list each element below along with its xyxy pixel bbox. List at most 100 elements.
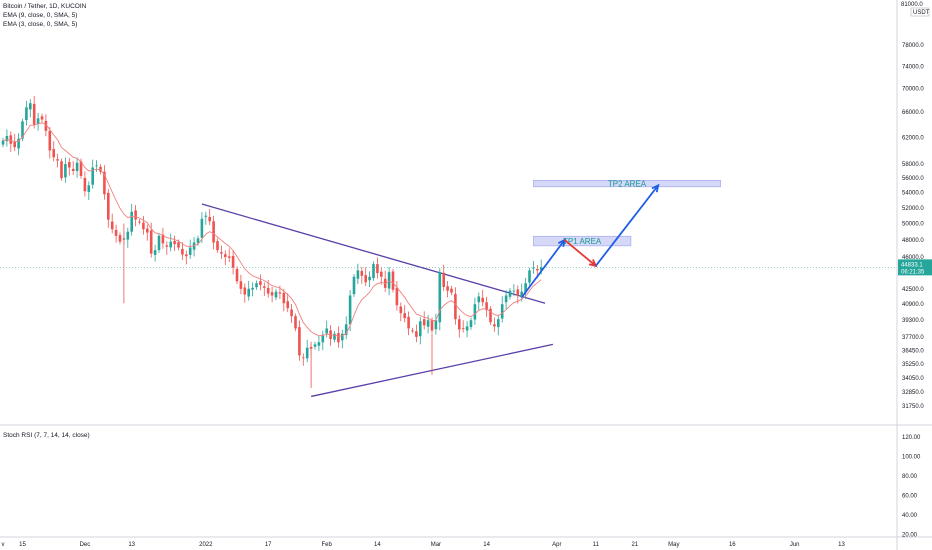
- ema-path: [2, 122, 542, 337]
- candle-body: [419, 321, 422, 337]
- price-tick-label: 35250.0: [902, 362, 924, 368]
- candle-body: [532, 267, 535, 269]
- candle-body: [153, 250, 157, 255]
- candle-body: [231, 255, 235, 268]
- candle-body: [454, 293, 457, 320]
- candle-body: [64, 164, 67, 178]
- candle-body: [333, 333, 336, 340]
- time-tick-label: May: [668, 542, 679, 548]
- price-tag-countdown: 06:21:35: [901, 269, 925, 275]
- candle-body: [411, 330, 414, 332]
- candle-body: [212, 221, 215, 243]
- candle-body: [181, 248, 184, 255]
- candle-body: [91, 167, 94, 185]
- price-tick-label: 54000.0: [902, 191, 924, 197]
- candle-body: [188, 247, 192, 255]
- candle-body: [403, 313, 406, 319]
- target-area-box: [533, 179, 721, 188]
- candle-body: [99, 166, 102, 172]
- candle-body: [356, 270, 360, 279]
- candle-body: [469, 320, 473, 328]
- candle-body: [224, 254, 227, 258]
- candle-body: [235, 269, 239, 282]
- candle-body: [146, 228, 149, 233]
- price-tick-label: 50000.0: [902, 222, 924, 228]
- candle-body: [52, 149, 55, 158]
- candle-body: [138, 221, 141, 223]
- candle-body: [395, 287, 399, 306]
- stoch-tick-label: 120.00: [902, 435, 921, 441]
- candle-body: [68, 162, 71, 168]
- candle-body: [341, 333, 344, 341]
- stoch-tick-label: 80.00: [902, 474, 918, 480]
- candle-body: [5, 135, 9, 142]
- price-tick-label: 78000.0: [902, 43, 924, 49]
- candle-body: [465, 326, 469, 331]
- candle-body: [493, 324, 496, 327]
- price-tick-label: 37700.0: [902, 335, 924, 341]
- candle-body: [103, 171, 106, 195]
- time-tick-label: 21: [631, 542, 638, 548]
- candle-body: [25, 107, 28, 121]
- candle-body: [302, 357, 305, 359]
- candle-body: [539, 267, 543, 271]
- stoch-rsi-label[interactable]: Stoch RSI (7, 7, 14, 14, close): [3, 432, 90, 439]
- candle-body: [259, 281, 262, 286]
- candle-body: [422, 319, 426, 326]
- symbol-title[interactable]: Bitcoin / Tether, 1D, KUCOIN: [3, 3, 87, 10]
- target-area-label: TP2 AREA: [608, 180, 647, 189]
- price-tick-label: 56000.0: [902, 176, 924, 182]
- stoch-tick-label: 100.00: [902, 455, 921, 461]
- candle-body: [220, 252, 223, 254]
- candle-body: [60, 161, 63, 179]
- target-area-box: [533, 235, 632, 247]
- candle-body: [32, 103, 36, 125]
- candle-body: [477, 296, 481, 303]
- candle-body: [415, 331, 418, 337]
- candle-body: [48, 130, 52, 151]
- price-axis[interactable]: 81000.0 USDT 78000.0 74000.0 70000.0 66000.0 6…: [901, 2, 930, 539]
- projection-arrow-up-2-head: [651, 183, 660, 193]
- time-tick-label: 16: [729, 542, 736, 548]
- time-tick-label: 11: [593, 542, 600, 548]
- trendline: [201, 203, 546, 304]
- candle-body: [458, 319, 461, 330]
- price-tick-label: 32850.0: [902, 390, 924, 396]
- price-tick-label: 46000.0: [902, 255, 924, 261]
- candle-body: [126, 231, 130, 240]
- ema-indicator-1[interactable]: EMA (9, close, 0, SMA, 5): [3, 12, 78, 19]
- candle-body: [255, 283, 258, 288]
- candle-body: [516, 289, 520, 296]
- time-tick-label: Jun: [790, 542, 800, 548]
- candle-body: [500, 304, 504, 319]
- candle-body: [317, 342, 321, 346]
- candle-body: [21, 121, 24, 139]
- candle-body: [321, 334, 325, 343]
- ema-line: [2, 122, 542, 337]
- ema-indicator-2[interactable]: EMA (3, close, 0, SMA, 5): [3, 21, 78, 28]
- candle-body: [208, 216, 211, 222]
- candle-body: [9, 135, 13, 144]
- candle-body: [75, 162, 79, 172]
- candle-body: [266, 287, 270, 294]
- candle-body: [305, 347, 309, 359]
- candle-body: [489, 308, 492, 323]
- time-axis[interactable]: v 15 Dec 13 2022 17 Feb 14 Mar 14 Apr 11 21 May 16 Jun 1…: [2, 542, 846, 548]
- time-tick-label: 15: [19, 542, 26, 548]
- candle-body: [200, 218, 204, 238]
- candle-body: [263, 286, 266, 288]
- time-tick-label: v: [2, 542, 5, 548]
- candle-body: [442, 272, 445, 287]
- candle-body: [325, 328, 328, 334]
- candle-body: [110, 221, 114, 230]
- candle-body: [536, 269, 539, 271]
- candle-body: [313, 344, 317, 347]
- candle-body: [391, 271, 395, 290]
- time-tick-label: 13: [838, 542, 845, 548]
- price-tick-label: 31750.0: [902, 404, 924, 410]
- candle-body: [1, 140, 5, 145]
- candle-body: [83, 177, 87, 192]
- candle-body: [71, 168, 75, 172]
- candle-body: [29, 103, 32, 110]
